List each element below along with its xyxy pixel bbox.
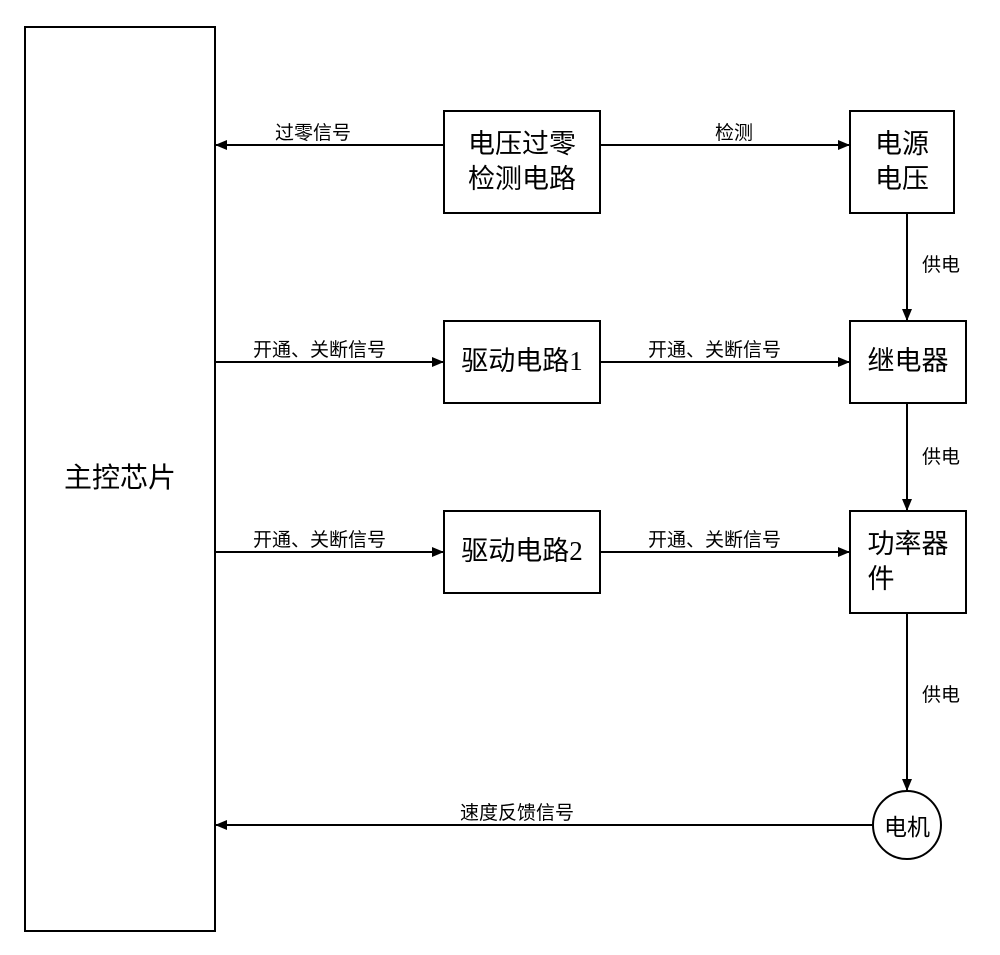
node-label: 驱动电路2 xyxy=(461,534,583,569)
edge-label: 供电 xyxy=(922,250,960,277)
node-label: 驱动电路1 xyxy=(461,344,583,379)
node-label: 功率器件 xyxy=(868,527,949,597)
edge-label: 开通、关断信号 xyxy=(648,525,781,552)
node-label: 主控芯片 xyxy=(64,461,176,497)
node-label: 继电器 xyxy=(868,344,949,379)
node-motor: 电机 xyxy=(872,790,942,860)
node-main-chip: 主控芯片 xyxy=(24,26,216,932)
node-label: 电机 xyxy=(884,808,930,842)
block-diagram: 主控芯片 电压过零检测电路 电源电压 驱动电路1 继电器 驱动电路2 功率器件 … xyxy=(0,0,1000,955)
edges-group xyxy=(216,145,907,825)
node-relay: 继电器 xyxy=(849,320,967,404)
edge-label: 开通、关断信号 xyxy=(253,525,386,552)
node-zero-cross: 电压过零检测电路 xyxy=(443,110,601,214)
edge-label: 过零信号 xyxy=(275,118,351,145)
edge-label: 供电 xyxy=(922,680,960,707)
edge-label: 开通、关断信号 xyxy=(253,335,386,362)
node-drive1: 驱动电路1 xyxy=(443,320,601,404)
node-label: 电压过零检测电路 xyxy=(468,127,576,197)
edge-label: 开通、关断信号 xyxy=(648,335,781,362)
node-label: 电源电压 xyxy=(875,127,929,197)
edge-label: 供电 xyxy=(922,442,960,469)
edge-label: 速度反馈信号 xyxy=(460,798,574,825)
node-drive2: 驱动电路2 xyxy=(443,510,601,594)
edge-label: 检测 xyxy=(715,118,753,145)
node-power-device: 功率器件 xyxy=(849,510,967,614)
node-power-voltage: 电源电压 xyxy=(849,110,955,214)
